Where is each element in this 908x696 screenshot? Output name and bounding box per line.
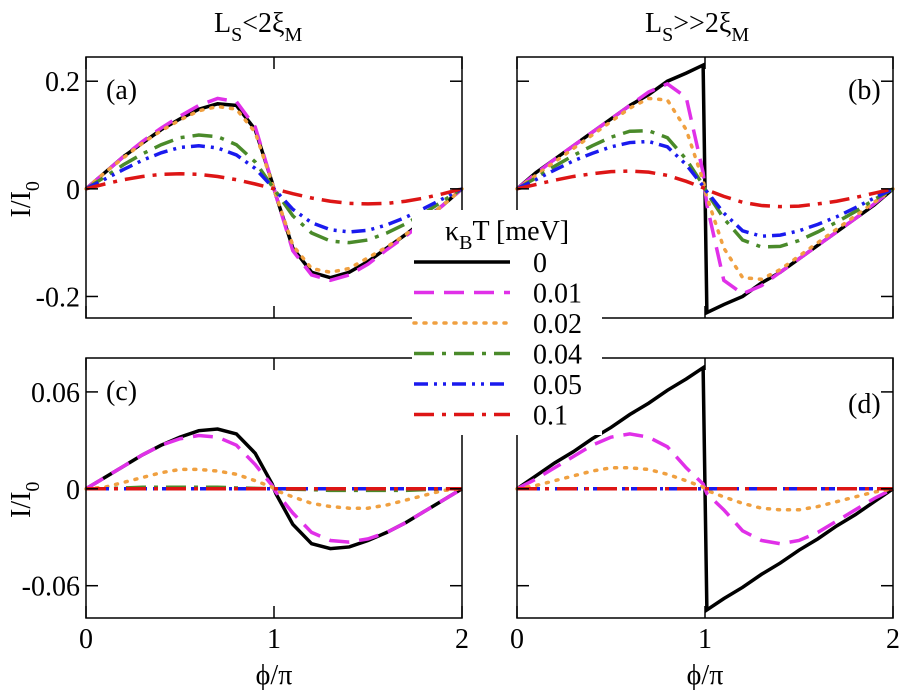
y-tick-label: -0.06 [22,572,80,603]
column-title-part: S [231,24,242,46]
data-line [515,466,895,512]
column-title-part: <2ξ [242,8,284,39]
panel-label: (b) [848,75,881,106]
x-axis-label: ϕ/π [687,660,724,691]
x-tick-label: 2 [455,624,469,655]
column-title: LS>>2ξM [645,8,749,46]
data-line [85,172,463,206]
legend-label: 0.05 [533,370,582,401]
legend-label: 0.1 [533,401,568,432]
x-tick-label: 0 [79,624,93,655]
column-title: LS<2ξM [214,8,303,46]
y-axis-label-part: 0 [22,482,44,492]
column-title-part: L [645,8,662,39]
x-tick-label: 1 [698,624,712,655]
panel-label: (c) [106,376,137,407]
y-tick-label: 0 [66,175,80,206]
y-axis-label-part: I/I [6,492,37,518]
data-line [516,128,894,249]
legend-title-part: T [meV] [472,216,569,247]
column-title-part: >>2ξ [673,8,731,39]
panel-label: (d) [848,389,881,420]
column-title-part: M [285,24,303,46]
legend-title: κBT [meV] [445,216,569,254]
y-axis-label-part: I/I [6,191,37,217]
column-title-part: M [731,24,749,46]
legend-label: 0 [533,248,547,279]
column-title-part: S [662,24,673,46]
legend-label: 0.02 [533,309,582,340]
legend-title-part: κ [445,216,459,247]
x-tick-label: 0 [510,624,524,655]
column-title-part: L [214,8,231,39]
x-tick-label: 1 [267,624,281,655]
legend-label: 0.04 [533,340,582,371]
y-tick-label: 0 [66,475,80,506]
y-tick-label: -0.2 [36,282,80,313]
y-axis-label-part: 0 [22,181,44,191]
data-line [516,139,894,238]
x-tick-label: 2 [886,624,900,655]
legend-title-part: B [459,232,472,254]
legend-label: 0.01 [533,279,582,310]
y-axis-label: I/I0 [6,181,44,217]
y-tick-label: 0.06 [31,378,80,409]
panel-label: (a) [106,75,137,106]
y-tick-label: 0.2 [45,67,80,98]
x-axis-label: ϕ/π [256,660,293,691]
data-line [85,133,463,245]
data-line [516,169,894,209]
y-axis-label: I/I0 [6,482,44,518]
